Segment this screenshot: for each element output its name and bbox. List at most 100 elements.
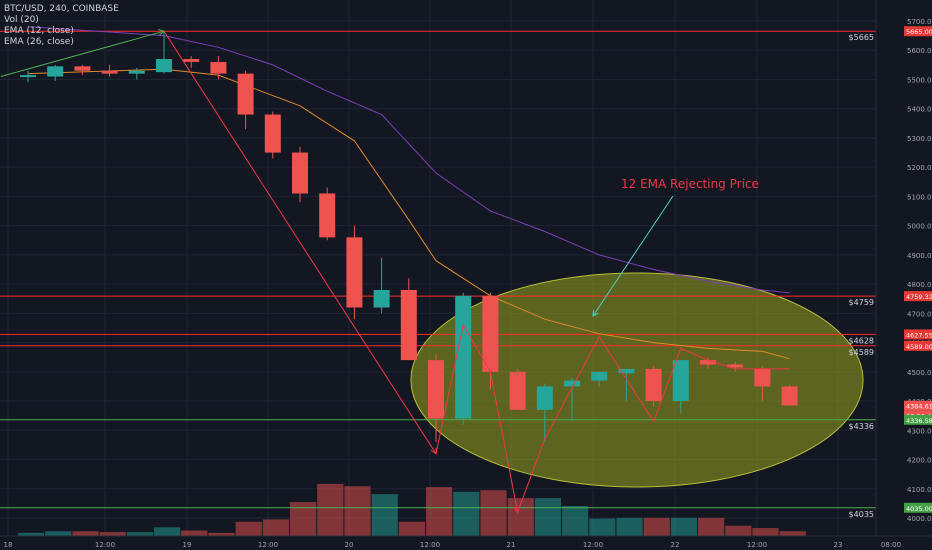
price-tag-bg [904,291,932,302]
candle [564,377,580,422]
x-tick-label: 12:00 [583,541,603,549]
x-tick-label: 19 [183,541,192,549]
volume-bar [317,483,344,536]
candle-body [564,380,580,387]
candle [536,383,553,442]
level-label: $4336 [849,422,874,431]
price-tag: 4759.32 [904,291,932,302]
price-tag-bg [904,414,932,425]
y-tick-label: 4500.00 [907,369,932,377]
arrow-head [592,309,599,317]
candle-body [183,59,200,62]
annotation-arrow [592,195,674,317]
candle-body [591,371,608,381]
volume-bar [344,486,371,536]
candle-body [128,70,145,74]
volume-bar [562,506,589,536]
time-axis-bg [0,536,932,550]
legend-ema12: EMA (12, close) [4,26,74,36]
volume-bar [534,498,561,536]
candle-body [20,75,36,78]
volume-bar [698,517,725,536]
ema26-line [27,26,790,294]
price-tag-bg [904,329,932,340]
volume-bar [670,517,697,536]
price-tag-bg [904,400,932,411]
level-label: $4628 [849,336,874,345]
candle-body [536,386,553,410]
candle [210,56,227,80]
legend-vol: Vol (20) [4,15,39,25]
highlight-ellipse [410,272,864,488]
candle-body [292,152,308,194]
x-tick-label: 12:00 [95,541,115,549]
candle-body [373,289,390,308]
level-label: $4759 [849,298,874,307]
volume-bar [290,502,317,536]
price-axis-bg [876,0,932,550]
candle [672,360,689,413]
volume-bar [589,518,616,536]
y-tick-label: 4800.00 [907,281,932,289]
candle [509,368,526,410]
price-tag-label: 4384.61 [906,403,932,411]
volume-bar [616,517,643,536]
candle-body [781,386,798,406]
annotation-text: 12 EMA Rejecting Price [621,177,759,191]
candle [237,70,254,130]
candle-body [455,295,472,419]
y-tick-label: 5100.00 [907,193,932,201]
price-tag-label: 4759.32 [906,293,932,301]
y-tick-label: 4000.00 [907,515,932,523]
volume-bar [480,490,507,536]
price-tag-label: 4035.00 [906,505,932,513]
y-tick-label: 4700.00 [907,310,932,318]
candle [346,225,363,320]
candle-body [428,360,444,419]
y-tick-label: 5000.00 [907,223,932,231]
x-tick-label: 21 [507,541,516,549]
candle-body [754,368,771,387]
candle [700,357,716,369]
candle-body [346,237,363,308]
volume-bar [208,532,235,536]
price-tag-label: 4589.00 [906,343,932,351]
chart-legend: BTC/USD, 240, COINBASE Vol (20) EMA (12,… [4,4,119,48]
price-tag-bg [904,26,932,37]
candle [645,365,662,407]
price-tag: 4589.00 [904,340,932,351]
volume-bar [426,487,453,536]
volume-bar [262,519,289,536]
candle [156,31,172,74]
candle-body [47,66,64,77]
volume-bar [752,528,779,536]
x-tick-label: 12:00 [747,541,767,549]
candle-body [482,295,499,372]
candle [183,56,200,68]
candle [101,64,118,77]
candle-body [237,73,254,115]
volume-bar [18,532,45,536]
candle-body [509,371,526,410]
candle-body [74,66,91,71]
x-tick-label: 18 [4,541,13,549]
x-tick-label: 20 [345,541,354,549]
candle-body [156,59,172,73]
drawing-path-red [163,30,790,515]
y-tick-label: 4200.00 [907,457,932,465]
y-tick-label: 5700.00 [907,18,932,26]
candle [781,384,798,406]
x-tick-label: 22 [671,541,680,549]
arrow-head [158,28,166,36]
candle [591,371,608,387]
candle [128,67,145,80]
volume-bar [235,521,262,536]
volume-bar [72,531,99,536]
y-tick-label: 5600.00 [907,47,932,55]
volume-bar [181,530,208,536]
candle-body [645,368,662,402]
legend-ema26: EMA (26, close) [4,37,74,47]
arrow-head [513,506,521,514]
volume-bar [398,521,425,536]
